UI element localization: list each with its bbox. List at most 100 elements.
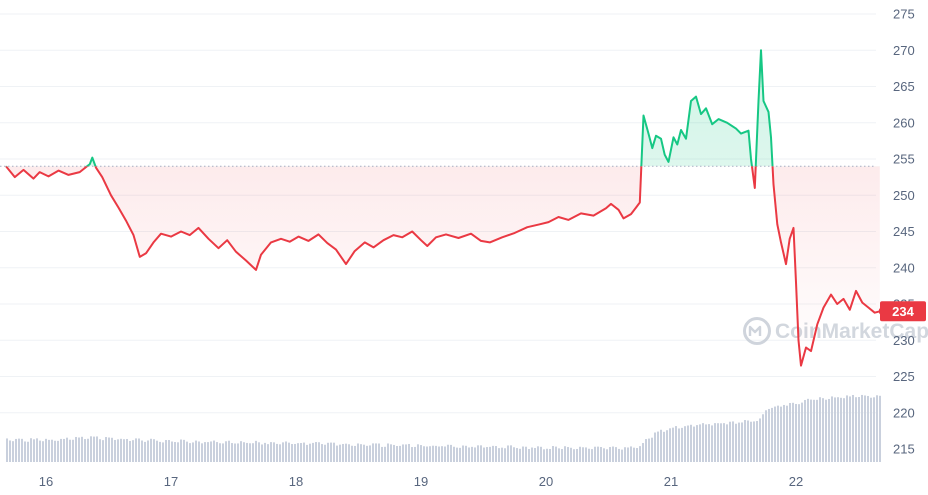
volume-bar [738, 422, 740, 462]
volume-bar [165, 440, 167, 462]
volume-bar [828, 398, 830, 462]
volume-bar [360, 444, 362, 462]
volume-bar [789, 403, 791, 462]
volume-bar [801, 402, 803, 462]
volume-bar [549, 448, 551, 462]
volume-bar [537, 446, 539, 462]
volume-bar [297, 443, 299, 462]
volume-bar [501, 447, 503, 462]
volume-bar [570, 447, 572, 462]
volume-bar [459, 447, 461, 462]
volume-bar [849, 396, 851, 462]
volume-bar [879, 395, 881, 462]
volume-bar [111, 437, 113, 462]
volume-bar [75, 436, 77, 462]
volume-bar [378, 443, 380, 462]
volume-bar [627, 447, 629, 462]
volume-bar [813, 399, 815, 462]
volume-bar [660, 429, 662, 462]
volume-bar [339, 444, 341, 462]
volume-bar [144, 441, 146, 462]
volume-bar [861, 394, 863, 462]
volume-bar [369, 445, 371, 462]
volume-bar [702, 423, 704, 462]
volume-bar [102, 440, 104, 462]
volume-bar [342, 443, 344, 462]
volume-bar [399, 445, 401, 462]
volume-bar [840, 397, 842, 462]
volume-bar [198, 441, 200, 462]
volume-bar [390, 444, 392, 462]
volume-bar [216, 442, 218, 462]
x-tick-label: 19 [414, 474, 428, 489]
y-tick-label: 225 [893, 369, 915, 384]
price-line-down [5, 166, 881, 367]
volume-bar [357, 443, 359, 462]
volume-bar [723, 423, 725, 462]
volume-bar [333, 442, 335, 462]
volume-bar [486, 447, 488, 462]
volume-bar [816, 399, 818, 462]
volume-bar [513, 447, 515, 462]
volume-bar [498, 448, 500, 462]
volume-bar [213, 440, 215, 462]
volume-bar [99, 439, 101, 462]
volume-bar [243, 442, 245, 462]
volume-bar [516, 448, 518, 462]
volume-bar [300, 443, 302, 462]
volume-bar [336, 445, 338, 462]
volume-bar [78, 437, 80, 462]
volume-bar [294, 443, 296, 462]
volume-bar [72, 439, 74, 462]
x-tick-label: 17 [164, 474, 178, 489]
volume-bar [744, 420, 746, 462]
volume-bar [462, 445, 464, 462]
volume-bar [579, 446, 581, 462]
volume-bar [168, 440, 170, 462]
volume-bar [867, 395, 869, 462]
volume-bar [831, 396, 833, 462]
volume-bar [174, 442, 176, 462]
volume-bar [402, 444, 404, 462]
volume-bar [648, 438, 650, 462]
current-price-label: 234 [892, 304, 914, 319]
volume-bar [522, 446, 524, 462]
volume-bar [225, 441, 227, 462]
volume-bar [630, 446, 632, 462]
y-axis: 215220225230235240245250255260265270275 [893, 7, 915, 457]
volume-bar [48, 439, 50, 462]
volume-bar [837, 397, 839, 462]
volume-bar [309, 443, 311, 462]
volume-bar [657, 431, 659, 462]
volume-bar [483, 447, 485, 462]
volume-bar [741, 422, 743, 462]
volume-bar [6, 438, 8, 462]
volume-bar [411, 447, 413, 462]
volume-bar [414, 446, 416, 462]
volume-bar [870, 397, 872, 462]
volume-bar [42, 441, 44, 462]
volume-bar [696, 425, 698, 462]
volume-bar [363, 444, 365, 462]
volume-bar [249, 443, 251, 462]
volume-bar [474, 447, 476, 462]
volume-bar [681, 427, 683, 462]
volume-bar [684, 426, 686, 462]
volume-bar [453, 446, 455, 462]
volume-bar [153, 439, 155, 462]
volume-bar [285, 441, 287, 462]
volume-bar [624, 447, 626, 462]
volume-bar [732, 421, 734, 462]
volume-bar [711, 425, 713, 462]
y-tick-label: 265 [893, 79, 915, 94]
volume-bar [750, 421, 752, 462]
volume-bar [708, 424, 710, 462]
volume-bar [381, 446, 383, 462]
x-tick-label: 21 [664, 474, 678, 489]
volume-bar [87, 438, 89, 462]
volume-bar [807, 398, 809, 462]
volume-bar [324, 444, 326, 462]
volume-bar [672, 427, 674, 462]
volume-bar [180, 439, 182, 462]
